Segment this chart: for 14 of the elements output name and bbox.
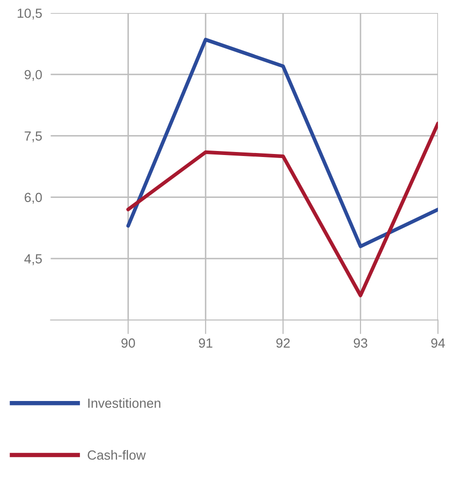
x-tick-label: 94 — [431, 338, 445, 348]
y-tick-label: 4,5 — [24, 254, 42, 266]
x-tick-label: 90 — [121, 338, 135, 348]
line-series — [126, 38, 438, 248]
legend-label: Investitionen — [88, 398, 160, 408]
x-tick-label: 92 — [276, 338, 290, 348]
y-tick-label: 10,5 — [18, 8, 42, 20]
legend-label: Cash-flow — [88, 450, 146, 460]
x-tick-label: 93 — [354, 338, 368, 348]
y-tick-label: 9,0 — [24, 70, 42, 81]
y-tick-label: 6,0 — [24, 192, 42, 204]
y-tick-label: 7,5 — [24, 132, 42, 142]
line-series — [126, 122, 438, 298]
x-tick-label: 91 — [198, 338, 212, 348]
